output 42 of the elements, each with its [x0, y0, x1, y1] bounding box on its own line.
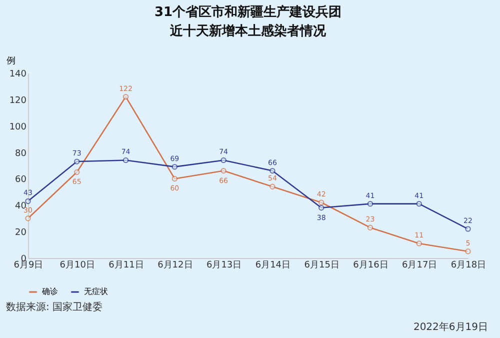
x-tick-label: 6月13日 [206, 260, 242, 270]
point [367, 200, 374, 207]
legend-label: 无症状 [84, 287, 108, 296]
point [416, 240, 422, 246]
x-tick-label: 6月12日 [158, 260, 193, 270]
y-axis-title: 例 [6, 56, 16, 66]
chart-subtitle: 近十天新增本土感染者情况 [169, 23, 327, 39]
x-tick-label: 6月15日 [304, 260, 340, 270]
y-tick-label: 100 [9, 122, 27, 132]
chart-title: 31个省区市和新疆生产建设兵团 [154, 4, 342, 20]
point [465, 226, 471, 232]
source-note: 数据来源: 国家卫健委 [6, 300, 103, 314]
x-tick-label: 6月14日 [255, 260, 291, 270]
point [367, 224, 374, 230]
x-tick-label: 6月11日 [108, 260, 144, 270]
y-tick-label: 120 [9, 96, 27, 106]
x-tick-label: 6月10日 [60, 260, 95, 270]
x-tick-label: 6月16日 [353, 260, 388, 270]
point [220, 168, 226, 174]
point [25, 216, 31, 222]
point [172, 176, 178, 182]
point [172, 164, 178, 170]
legend-label: 确诊 [41, 287, 58, 296]
point [74, 169, 80, 175]
y-tick-label: 140 [9, 70, 27, 80]
point [122, 94, 129, 100]
x-tick-label: 6月18日 [450, 260, 486, 270]
point [318, 200, 324, 206]
y-tick-label: 60 [15, 175, 27, 186]
x-tick-label: 6月17日 [402, 260, 438, 270]
y-tick-label: 20 [15, 228, 27, 238]
y-tick-label: 80 [15, 148, 27, 159]
point [270, 184, 276, 190]
point [122, 157, 129, 164]
point [318, 204, 324, 211]
point [220, 157, 226, 164]
point [465, 248, 471, 254]
text: 2022年6月19日 [413, 321, 488, 334]
point [74, 158, 80, 164]
point [25, 198, 31, 204]
point [270, 168, 276, 174]
point [416, 200, 422, 207]
